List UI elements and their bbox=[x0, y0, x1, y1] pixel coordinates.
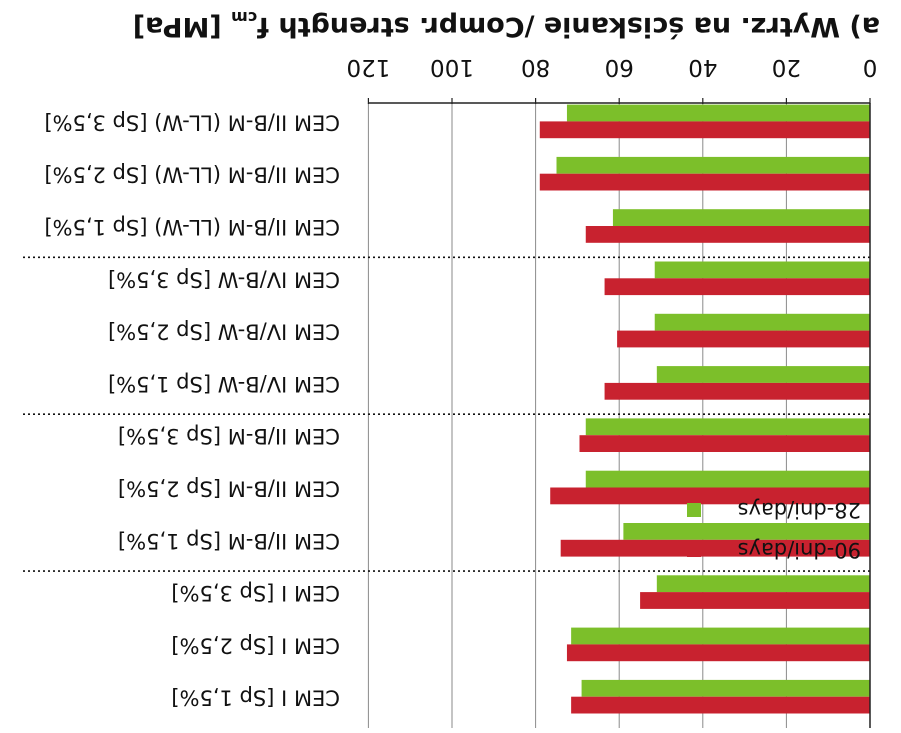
category-label: CEM I [Sp 3,5%] bbox=[171, 581, 340, 605]
chart-title-subscript: cm bbox=[231, 8, 257, 27]
legend-label: 90-dni/days bbox=[738, 538, 861, 562]
bar-green bbox=[656, 366, 870, 383]
x-tick-labels: 0 20 40 60 80 100 120 bbox=[346, 54, 877, 80]
bar-green bbox=[656, 575, 870, 593]
category-label: CEM II/B-M (LL-W) [Sp 3,5%] bbox=[44, 110, 340, 134]
x-tick-label: 100 bbox=[430, 54, 474, 80]
legend-swatch bbox=[687, 503, 701, 517]
category-label: CEM II/B-M [Sp 2,5%] bbox=[118, 477, 340, 501]
bar-green bbox=[585, 418, 870, 436]
bar-red bbox=[604, 278, 870, 296]
chart-title: a) Wytrz. na ściskanie /Compr. strength … bbox=[133, 8, 880, 42]
legend-label: 28-dni/days bbox=[738, 498, 861, 522]
chart-title-main: a) Wytrz. na ściskanie /Compr. strength … bbox=[257, 11, 880, 42]
x-tick-label: 60 bbox=[605, 54, 634, 80]
category-label: CEM I [Sp 1,5%] bbox=[171, 686, 340, 710]
category-labels: CEM I [Sp 1,5%] CEM I [Sp 2,5%] CEM I [Sp … bbox=[44, 110, 340, 709]
bar-green bbox=[581, 679, 870, 697]
category-label: CEM II/B-M (LL-W) [Sp 2,5%] bbox=[44, 163, 340, 187]
x-tick-label: 80 bbox=[521, 54, 550, 80]
category-label: CEM IV/B-W [Sp 1,5%] bbox=[108, 372, 340, 396]
category-label: CEM II/B-M [Sp 3,5%] bbox=[118, 424, 340, 448]
bar-green bbox=[654, 313, 870, 331]
bar-green bbox=[571, 627, 870, 645]
chart-title-unit: [MPa] bbox=[133, 11, 231, 42]
bar-red bbox=[571, 696, 870, 714]
bar-red bbox=[550, 487, 870, 505]
x-tick-label: 120 bbox=[346, 54, 390, 80]
bars bbox=[539, 104, 870, 714]
bar-red bbox=[617, 330, 870, 348]
bar-red bbox=[539, 121, 870, 139]
group-separators bbox=[21, 256, 870, 572]
bar-green bbox=[566, 104, 870, 122]
legend-swatch bbox=[687, 543, 701, 557]
bar-green bbox=[585, 470, 870, 488]
legend: 90-dni/days 28-dni/days bbox=[687, 498, 861, 562]
bar-red bbox=[539, 173, 870, 191]
bar-red bbox=[604, 382, 870, 400]
bar-green bbox=[612, 209, 870, 226]
bar-red bbox=[566, 644, 870, 662]
x-tick-label: 20 bbox=[772, 54, 801, 80]
category-label: CEM IV/B-W [Sp 2,5%] bbox=[108, 320, 340, 344]
gridlines bbox=[367, 103, 787, 728]
category-label: CEM II/B-M [Sp 1,5%] bbox=[118, 529, 340, 553]
category-label: CEM II/B-M (LL-W) [Sp 1,5%] bbox=[44, 215, 340, 239]
bar-red bbox=[579, 435, 870, 452]
bar-red bbox=[640, 592, 870, 609]
bar-green bbox=[654, 261, 870, 279]
bar-green bbox=[556, 156, 870, 174]
axes bbox=[367, 98, 871, 728]
bar-red bbox=[560, 539, 870, 557]
category-label: CEM I [Sp 2,5%] bbox=[171, 633, 340, 657]
x-tick-label: 0 bbox=[863, 54, 878, 80]
x-tick-label: 40 bbox=[688, 54, 717, 80]
category-label: CEM IV/B-W [Sp 3,5%] bbox=[108, 267, 340, 291]
bar-green bbox=[623, 523, 870, 540]
bar-red bbox=[585, 226, 870, 243]
